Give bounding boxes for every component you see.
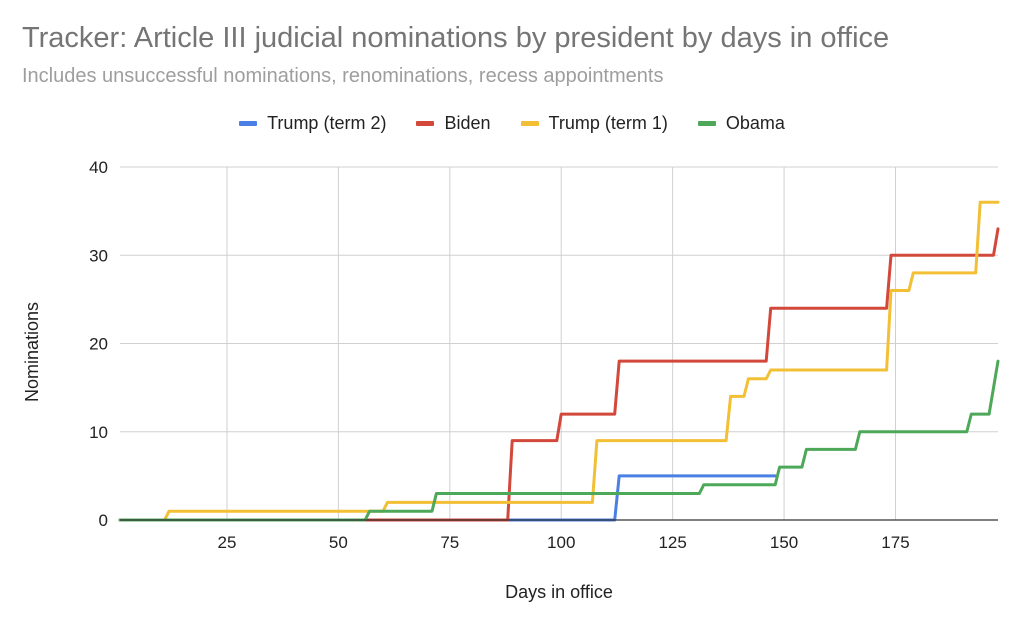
legend-item-trump-term-2[interactable]: Trump (term 2) [239,113,386,134]
y-axis-title: Nominations [22,302,42,402]
axes: 0 10 20 30 40 25 50 75 100 125 150 175 [89,158,998,552]
series-line-trump-term-1[interactable] [118,200,1000,522]
x-tick-label: 125 [658,533,686,552]
x-tick-label: 75 [440,533,459,552]
y-tick-label: 40 [89,158,108,177]
chart-title: Tracker: Article III judicial nomination… [22,22,890,54]
y-tick-label: 0 [99,511,108,530]
series-line-biden[interactable] [118,227,1000,522]
y-tick-label: 20 [89,335,108,354]
x-axis-title: Days in office [505,582,613,602]
x-tick-label: 100 [547,533,575,552]
x-tick-label: 175 [881,533,909,552]
y-tick-label: 10 [89,423,108,442]
x-tick-label: 25 [218,533,237,552]
legend-item-trump-term-1[interactable]: Trump (term 1) [520,113,668,134]
legend-label: Trump (term 1) [548,113,668,133]
chart-subtitle: Includes unsuccessful nominations, renom… [22,65,664,87]
series-line-obama[interactable] [118,359,1000,522]
legend-swatch [520,121,539,126]
legend: Trump (term 2) Biden Trump (term 1) Obam… [0,113,1024,134]
x-tick-label: 50 [329,533,348,552]
legend-label: Obama [725,113,785,133]
legend-swatch [697,121,716,126]
legend-label: Trump (term 2) [267,113,387,133]
x-tick-label: 150 [770,533,798,552]
y-tick-label: 30 [89,246,108,265]
legend-item-obama[interactable]: Obama [697,113,785,134]
legend-item-biden[interactable]: Biden [416,113,491,134]
grid [120,166,998,520]
legend-swatch [239,121,258,126]
series-group [118,200,1000,522]
legend-label: Biden [444,113,491,133]
legend-swatch [416,121,435,126]
series-line-trump-term-2[interactable] [118,474,777,522]
